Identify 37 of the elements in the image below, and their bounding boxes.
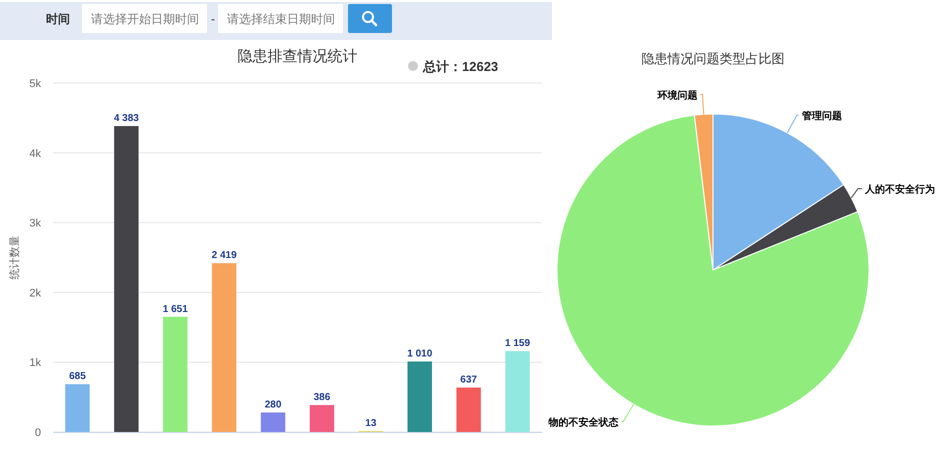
data-label: 2 419 — [212, 250, 238, 262]
text: 请选择开始日期时间 — [91, 12, 199, 26]
data-label: 4 383 — [114, 113, 140, 124]
y-tick-label: 3k — [29, 218, 42, 230]
text: - — [211, 12, 215, 26]
text: 总计：12623 — [422, 59, 498, 74]
slice-label: 人的不安全行为 — [864, 184, 935, 196]
bar — [114, 126, 139, 432]
bar — [65, 384, 90, 432]
y-tick-label: 4k — [29, 148, 42, 160]
bar — [408, 362, 432, 432]
bar — [212, 263, 236, 432]
bar — [310, 405, 334, 432]
text: 时间 — [46, 12, 70, 26]
bar — [260, 412, 286, 432]
data-label: 685 — [69, 371, 86, 382]
slice-label: 管理问题 — [800, 110, 842, 122]
bar — [456, 388, 481, 432]
data-label: 386 — [314, 392, 331, 404]
text: 请选择结束日期时间 — [227, 12, 335, 26]
slice-label: 物的不安全状态 — [547, 416, 620, 428]
data-label: 280 — [264, 399, 282, 410]
data-label: 1 159 — [505, 338, 530, 350]
y-tick-label: 1k — [29, 357, 42, 370]
data-label: 1 651 — [162, 304, 188, 315]
data-label: 13 — [365, 418, 377, 430]
slice-label: 环境问题 — [656, 89, 698, 102]
y-tick-label: 5k — [29, 78, 42, 90]
y-tick-label: 2k — [29, 287, 42, 300]
bar — [505, 351, 530, 432]
bar — [163, 316, 188, 432]
y-tick-label: 0 — [34, 427, 41, 439]
chart-title: 隐患情况问题类型占比图 — [642, 51, 784, 66]
y-axis-title: 统计数量 — [8, 236, 21, 280]
data-label: 637 — [460, 374, 478, 386]
data-label: 1 010 — [407, 348, 433, 360]
chart-title: 隐患排查情况统计 — [238, 48, 358, 65]
